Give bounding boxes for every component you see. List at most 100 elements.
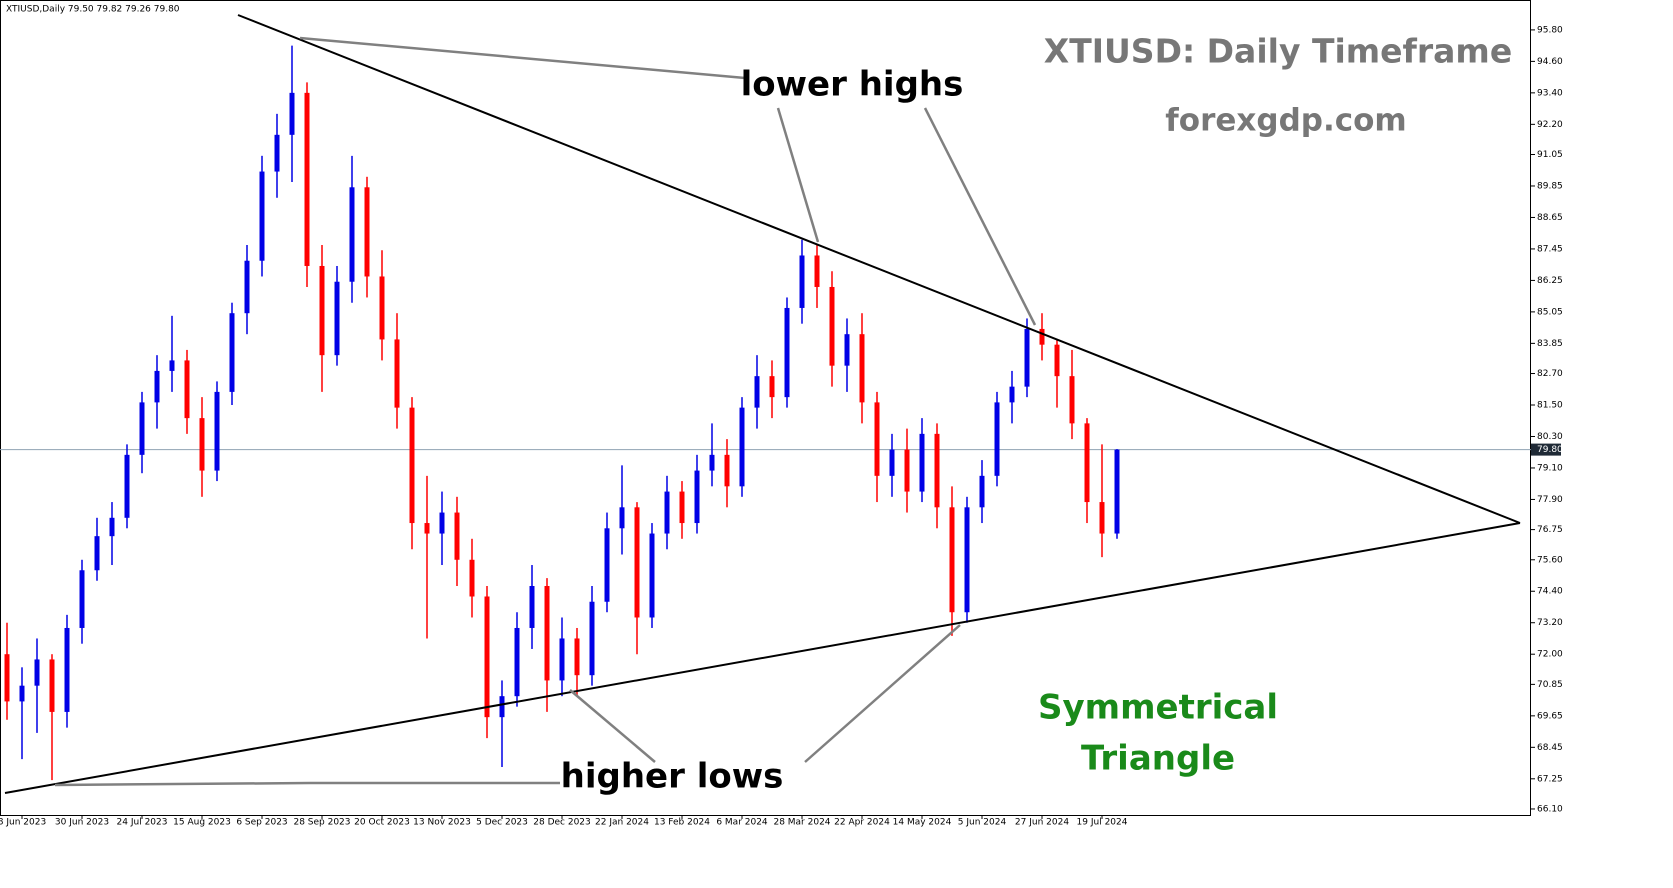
candle-body — [1069, 376, 1075, 424]
y-tick-label: 82.70 — [1537, 369, 1563, 379]
candle-body — [94, 536, 100, 571]
plot-frame — [0, 0, 1531, 816]
candle-body — [229, 313, 235, 392]
x-tick-label: 19 Jul 2024 — [1077, 818, 1128, 828]
candle-body — [394, 339, 400, 408]
candle-body — [904, 449, 910, 492]
candle-body — [409, 407, 415, 524]
candle-body — [154, 370, 160, 403]
annotation: higher lows — [561, 757, 784, 797]
pointer — [299, 36, 746, 80]
y-tick-label: 94.60 — [1537, 57, 1563, 67]
candle-body — [544, 586, 550, 681]
candle-body — [814, 255, 820, 287]
candle-body — [1039, 328, 1045, 345]
candle-body — [694, 470, 700, 524]
x-tick-label: 22 Jan 2024 — [595, 818, 649, 828]
candle-body — [19, 685, 25, 702]
chart-title: XTIUSD: Daily Timeframe — [1044, 32, 1512, 71]
pointer-lines — [54, 36, 1037, 787]
candle-body — [919, 433, 925, 492]
x-tick-label: 14 May 2024 — [893, 818, 952, 828]
x-tick-label: 13 Feb 2024 — [654, 818, 710, 828]
marks — [0, 45, 1531, 781]
pointer — [569, 689, 656, 763]
candle-body — [379, 276, 385, 340]
candle-body — [4, 654, 10, 702]
y-tick-label: 79.10 — [1537, 463, 1563, 473]
y-tick-label: 69.65 — [1537, 711, 1563, 721]
candle-body — [289, 92, 295, 135]
candle-body — [784, 307, 790, 398]
y-tick-label: 93.40 — [1537, 88, 1563, 98]
y-tick-label: 80.30 — [1537, 432, 1563, 442]
x-tick-label: 20 Oct 2023 — [354, 818, 410, 828]
y-tick-label: 66.10 — [1537, 804, 1563, 814]
candle-body — [589, 601, 595, 676]
candle-body — [934, 433, 940, 508]
candle-body — [109, 517, 115, 537]
x-tick-label: 15 Aug 2023 — [173, 818, 231, 828]
candle-body — [1084, 423, 1090, 503]
x-tick-label: 8 Jun 2023 — [0, 818, 46, 828]
pattern-label: Triangle — [1081, 739, 1235, 779]
candle-body — [454, 512, 460, 560]
candle-body — [1024, 328, 1030, 387]
candle-body — [244, 260, 250, 314]
candle-body — [34, 659, 40, 686]
candle-body — [754, 376, 760, 408]
candle-body — [634, 507, 640, 618]
candle-body — [859, 334, 865, 403]
pattern-label: Symmetrical — [1038, 688, 1278, 728]
annotation: lower highs — [741, 65, 964, 105]
candle-body — [349, 187, 355, 282]
pointer — [804, 624, 961, 763]
candle-body — [709, 454, 715, 471]
pointer — [776, 107, 820, 243]
x-tick-label: 24 Jul 2023 — [117, 818, 168, 828]
y-tick-label: 87.45 — [1537, 244, 1563, 254]
candle-body — [529, 586, 535, 628]
x-tick-label: 22 Apr 2024 — [834, 818, 890, 828]
x-tick-label: 6 Mar 2024 — [716, 818, 768, 828]
candle-body — [64, 627, 70, 712]
candle-body — [424, 523, 430, 534]
candle-body — [889, 449, 895, 476]
candle-body — [274, 134, 280, 172]
price-tag — [1531, 443, 1561, 456]
y-tick-label: 85.05 — [1537, 307, 1563, 317]
candle-body — [499, 696, 505, 718]
x-tick-label: 27 Jun 2024 — [1015, 818, 1069, 828]
candle-body — [574, 638, 580, 676]
x-tick-label: 6 Sep 2023 — [236, 818, 287, 828]
candle-body — [829, 286, 835, 366]
y-tick-label: 86.25 — [1537, 276, 1563, 286]
pointer — [54, 781, 560, 787]
y-tick-label: 75.60 — [1537, 555, 1563, 565]
candle-body — [184, 360, 190, 419]
candle-body — [259, 171, 265, 261]
candle-body — [439, 512, 445, 534]
candle-body — [874, 402, 880, 476]
candle-body — [484, 596, 490, 718]
y-tick-label: 73.20 — [1537, 618, 1563, 628]
candle-body — [739, 407, 745, 487]
lower-trendline — [4, 522, 1521, 794]
symbol-info: XTIUSD,Daily 79.50 79.82 79.26 79.80 — [6, 5, 180, 15]
x-tick-label: 28 Mar 2024 — [773, 818, 830, 828]
candle-body — [679, 491, 685, 524]
candle-body — [139, 402, 145, 455]
x-tick-label: 28 Dec 2023 — [533, 818, 591, 828]
candle-body — [469, 559, 475, 597]
y-tick-label: 68.45 — [1537, 743, 1563, 753]
candle-body — [724, 454, 730, 487]
x-tick-label: 28 Sep 2023 — [293, 818, 350, 828]
upper-trendline — [237, 14, 1521, 524]
candle-body — [49, 659, 55, 712]
candle-body — [514, 627, 520, 697]
candle-body — [664, 491, 670, 534]
x-tick-label: 30 Jun 2023 — [55, 818, 109, 828]
y-tick-label: 88.65 — [1537, 213, 1563, 223]
y-tick-label: 92.20 — [1537, 120, 1563, 130]
candle-body — [304, 92, 310, 266]
